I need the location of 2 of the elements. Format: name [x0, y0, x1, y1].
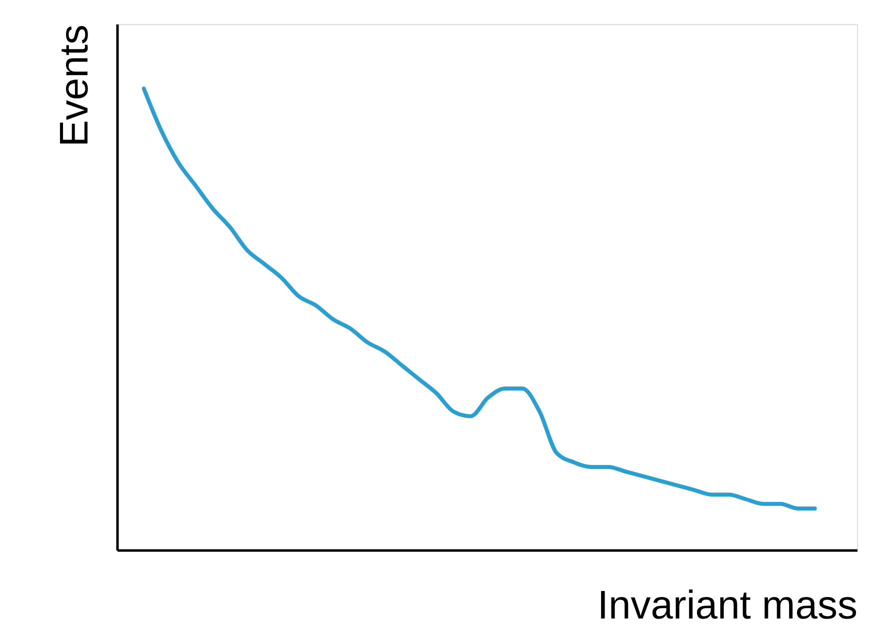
y-axis-title: Events: [52, 24, 96, 147]
x-axis-title: Invariant mass: [597, 584, 858, 628]
